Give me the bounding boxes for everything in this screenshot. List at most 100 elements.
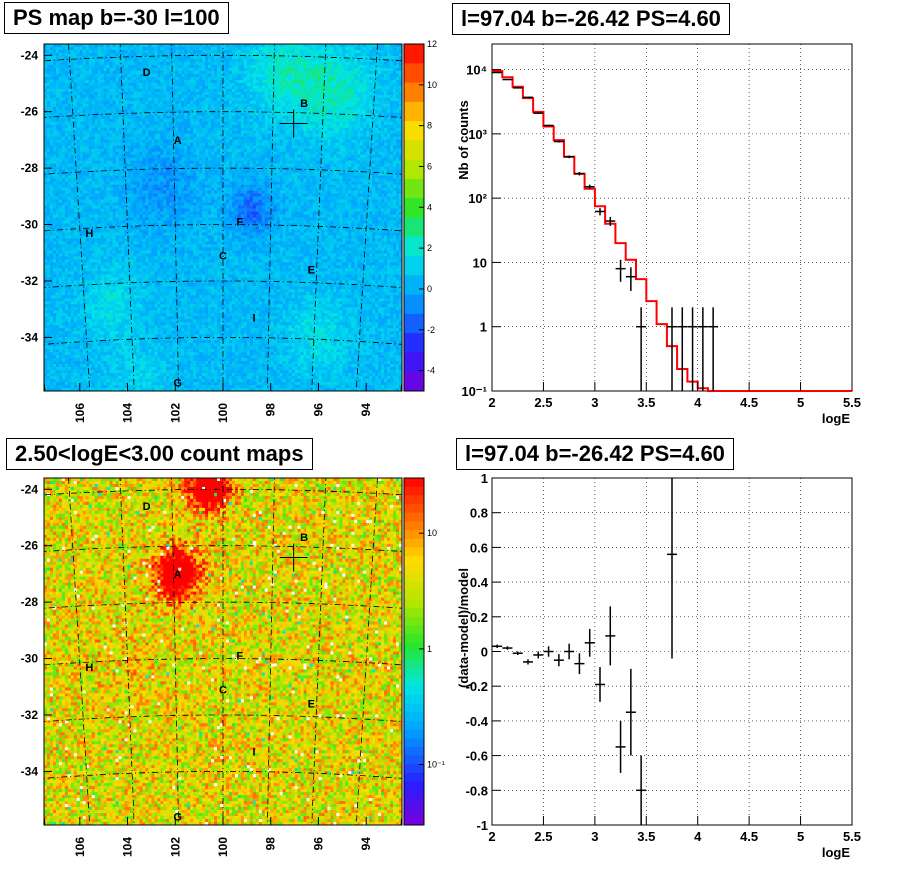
map-pixel xyxy=(115,70,119,75)
map-pixel xyxy=(261,73,266,78)
map-pixel xyxy=(378,118,382,123)
map-pixel xyxy=(76,112,81,117)
map-pixel xyxy=(366,94,370,99)
map-pixel xyxy=(133,157,137,161)
map-pixel xyxy=(178,73,182,78)
map-pixel xyxy=(70,151,75,155)
map-pixel xyxy=(315,154,319,158)
map-pixel xyxy=(375,130,379,135)
map-pixel xyxy=(97,157,101,161)
map-pixel xyxy=(336,142,340,147)
map-pixel xyxy=(381,142,385,147)
map-pixel xyxy=(372,46,376,51)
map-pixel xyxy=(294,52,298,57)
map-pixel xyxy=(223,163,227,167)
map-pixel xyxy=(181,61,185,66)
map-pixel xyxy=(342,70,346,75)
map-pixel xyxy=(252,154,257,158)
map-pixel xyxy=(199,67,203,72)
map-pixel xyxy=(55,82,60,87)
map-pixel xyxy=(127,118,131,123)
map-pixel xyxy=(169,145,173,149)
map-pixel xyxy=(246,124,251,129)
map-pixel xyxy=(151,160,155,164)
map-pixel xyxy=(97,64,101,69)
map-pixel xyxy=(258,100,263,105)
map-pixel xyxy=(351,85,355,90)
map-pixel xyxy=(303,79,307,84)
map-pixel xyxy=(109,127,113,132)
map-pixel xyxy=(193,142,197,147)
map-pixel xyxy=(243,76,248,81)
map-pixel xyxy=(366,52,370,57)
map-pixel xyxy=(118,151,122,155)
map-pixel xyxy=(163,73,167,78)
map-pixel xyxy=(115,97,119,102)
map-pixel xyxy=(273,64,277,69)
map-pixel xyxy=(97,73,101,78)
map-pixel xyxy=(52,145,57,149)
map-pixel xyxy=(106,106,110,111)
map-pixel xyxy=(318,136,322,141)
map-pixel xyxy=(390,76,394,81)
map-pixel xyxy=(223,133,227,138)
map-pixel xyxy=(237,76,242,81)
map-pixel xyxy=(396,103,400,108)
map-pixel xyxy=(381,109,385,114)
map-pixel xyxy=(85,121,90,126)
map-pixel xyxy=(190,157,194,161)
map-pixel xyxy=(151,100,155,105)
map-pixel xyxy=(58,64,63,69)
map-pixel xyxy=(82,44,87,48)
map-pixel xyxy=(327,58,331,63)
map-pixel xyxy=(351,136,355,141)
map-pixel xyxy=(330,145,334,149)
map-pixel xyxy=(181,130,185,135)
map-pixel xyxy=(363,163,367,167)
map-pixel xyxy=(118,127,122,132)
map-pixel xyxy=(94,154,98,158)
map-pixel xyxy=(145,52,149,57)
map-pixel xyxy=(309,103,313,108)
map-pixel xyxy=(372,142,376,147)
map-pixel xyxy=(136,154,140,158)
map-pixel xyxy=(321,103,325,108)
map-pixel xyxy=(330,88,334,93)
map-pixel xyxy=(154,44,158,48)
map-pixel xyxy=(387,73,391,78)
map-pixel xyxy=(303,163,307,167)
map-pixel xyxy=(315,148,319,152)
map-pixel xyxy=(121,127,125,132)
map-pixel xyxy=(115,157,119,161)
map-pixel xyxy=(199,124,203,129)
map-pixel xyxy=(199,97,203,102)
map-pixel xyxy=(223,52,227,57)
map-pixel xyxy=(285,85,289,90)
map-pixel xyxy=(393,151,397,155)
map-pixel xyxy=(124,133,128,138)
map-pixel xyxy=(100,142,104,147)
map-pixel xyxy=(336,79,340,84)
map-pixel xyxy=(372,154,376,158)
map-pixel xyxy=(205,139,209,144)
map-pixel xyxy=(240,97,245,102)
map-pixel xyxy=(136,118,140,123)
map-pixel xyxy=(357,46,361,51)
map-pixel xyxy=(181,127,185,132)
map-pixel xyxy=(181,142,185,147)
map-pixel xyxy=(267,82,272,87)
map-pixel xyxy=(378,79,382,84)
map-pixel xyxy=(160,133,164,138)
map-pixel xyxy=(330,115,334,120)
map-pixel xyxy=(190,133,194,138)
map-pixel xyxy=(166,145,170,149)
map-pixel xyxy=(276,44,280,48)
map-pixel xyxy=(85,136,90,141)
map-pixel xyxy=(336,148,340,152)
map-pixel xyxy=(73,91,78,96)
map-pixel xyxy=(261,103,266,108)
map-pixel xyxy=(160,79,164,84)
map-pixel xyxy=(103,121,107,126)
map-pixel xyxy=(264,91,269,96)
map-pixel xyxy=(187,94,191,99)
